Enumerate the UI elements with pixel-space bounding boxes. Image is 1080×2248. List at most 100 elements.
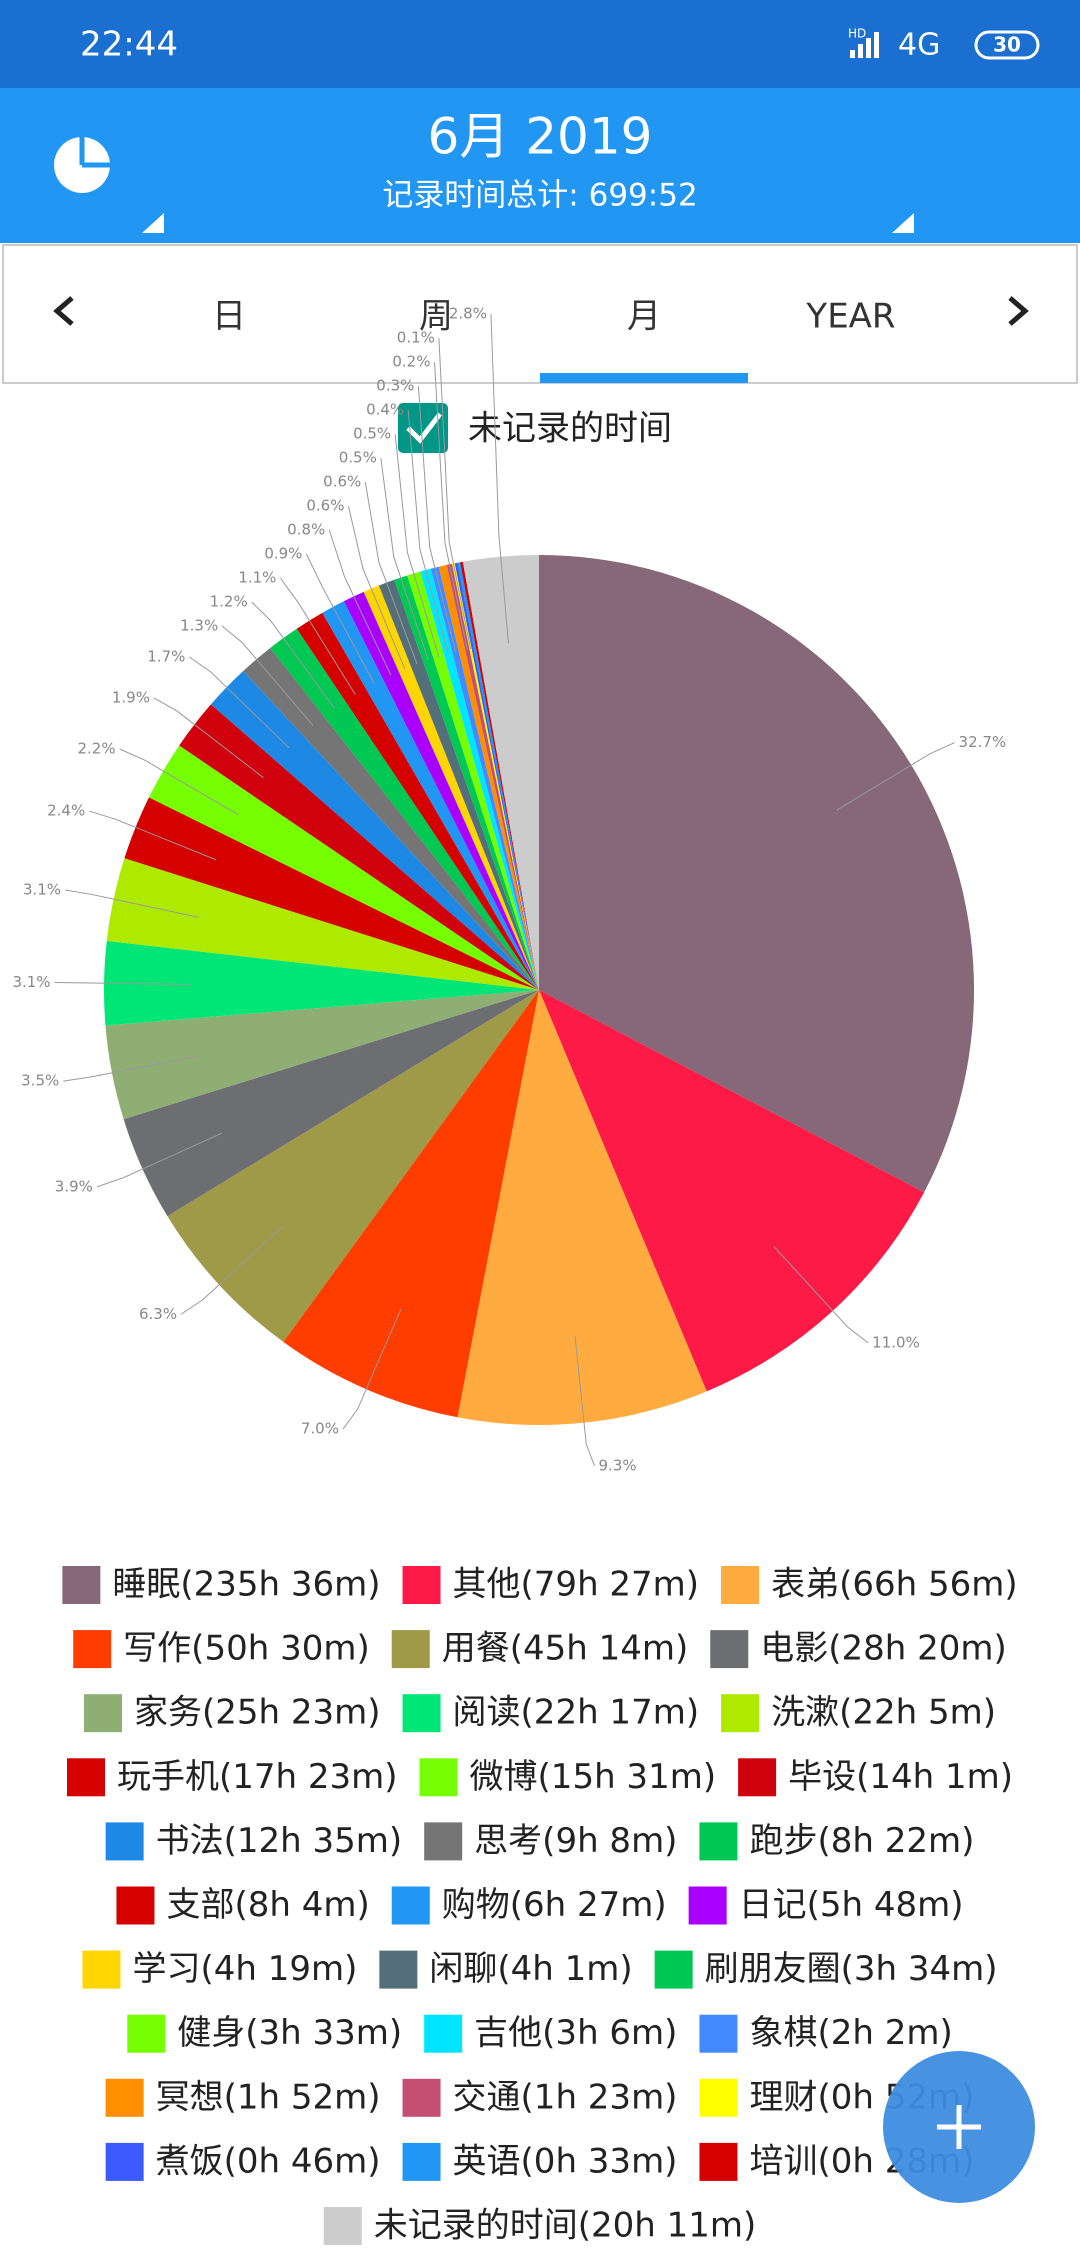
legend-row: 支部(8h 4m) 购物(6h 27m) 日记(5h 48m) bbox=[116, 1885, 964, 1925]
legend-label: 写作(50h 30m) bbox=[123, 1629, 370, 1669]
legend-row: 写作(50h 30m) 用餐(45h 14m) 电影(28h 20m) bbox=[73, 1629, 1007, 1669]
legend-label: 思考(9h 8m) bbox=[474, 1821, 677, 1861]
legend-label: 闲聊(4h 1m) bbox=[429, 1949, 632, 1989]
leader-line bbox=[348, 506, 406, 670]
slice-label: 0.6% bbox=[306, 497, 344, 515]
leader-line bbox=[417, 386, 457, 653]
leader-line bbox=[342, 1309, 402, 1430]
slice-label: 1.7% bbox=[147, 648, 185, 666]
pie-slice bbox=[210, 671, 540, 990]
pie-slice bbox=[394, 575, 539, 990]
slice-label: 3.1% bbox=[23, 881, 61, 899]
legend-label: 学习(4h 19m) bbox=[132, 1949, 357, 1989]
legend-row: 未记录的时间(20h 11m) bbox=[323, 2206, 756, 2246]
slice-label: 7.0% bbox=[301, 1420, 339, 1438]
pie-slice bbox=[457, 562, 539, 990]
leader-line bbox=[96, 1132, 223, 1188]
tab[interactable]: 周 bbox=[419, 297, 453, 337]
legend-label: 跑步(8h 22m) bbox=[749, 1821, 974, 1861]
legend-label: 阅读(22h 17m) bbox=[453, 1693, 700, 1733]
pie-slice bbox=[296, 612, 539, 990]
legend-swatch bbox=[391, 1886, 430, 1925]
prev-arrow[interactable] bbox=[53, 296, 74, 326]
checkmark bbox=[406, 412, 442, 444]
slice-label: 0.4% bbox=[366, 401, 404, 419]
status-network: 4G bbox=[898, 28, 940, 63]
legend-swatch bbox=[127, 2014, 166, 2053]
app-icon[interactable] bbox=[54, 137, 110, 193]
legend-swatch bbox=[105, 1822, 144, 1861]
tab[interactable]: YEAR bbox=[805, 297, 895, 337]
legend-label: 支部(8h 4m) bbox=[166, 1885, 369, 1925]
legend-swatch bbox=[67, 1758, 105, 1797]
legend-swatch bbox=[82, 1950, 121, 1989]
pie-slice bbox=[378, 579, 539, 990]
legend-label: 表弟(66h 56m) bbox=[771, 1565, 1018, 1605]
legend-row: 家务(25h 23m) 阅读(22h 17m) 洗漱(22h 5m) bbox=[84, 1693, 996, 1733]
pie-slice bbox=[460, 561, 539, 990]
tab[interactable]: 日 bbox=[212, 297, 246, 337]
header-title: 6月 2019 bbox=[428, 108, 653, 166]
legend-label: 吉他(3h 6m) bbox=[474, 2013, 677, 2053]
legend-row: 书法(12h 35m) 思考(9h 8m) 跑步(8h 22m) bbox=[105, 1821, 974, 1861]
pie-slice bbox=[179, 704, 539, 990]
legend-swatch bbox=[116, 1886, 155, 1925]
corner-triangle[interactable] bbox=[142, 213, 164, 233]
fab[interactable] bbox=[883, 2051, 1035, 2203]
legend-row: 学习(4h 19m) 闲聊(4h 1m) 刷朋友圈(3h 34m) bbox=[82, 1949, 998, 1989]
tab-indicator bbox=[540, 373, 748, 383]
slice-label: 0.1% bbox=[397, 329, 435, 347]
legend-row: 健身(3h 33m) 吉他(3h 6m) 象棋(2h 2m) bbox=[127, 2013, 953, 2053]
tab[interactable]: 月 bbox=[627, 297, 661, 337]
legend-swatch bbox=[710, 1630, 749, 1669]
leader-line bbox=[574, 1336, 595, 1467]
legend-swatch bbox=[105, 2142, 144, 2181]
legend-swatch bbox=[721, 1694, 760, 1733]
slice-label: 0.3% bbox=[376, 377, 414, 395]
status-hd: HD bbox=[848, 27, 866, 41]
legend-swatch bbox=[699, 2078, 738, 2117]
pie-slice bbox=[462, 555, 539, 990]
pie-slice bbox=[270, 628, 539, 990]
legend-swatch bbox=[73, 1630, 112, 1669]
legend-row: 睡眠(235h 36m) 其他(79h 27m) 表弟(66h 56m) bbox=[62, 1565, 1018, 1605]
leader-line bbox=[433, 362, 468, 650]
leader-line bbox=[438, 338, 472, 649]
slice-label: 1.3% bbox=[180, 617, 218, 635]
legend-row: 玩手机(17h 23m) 微博(15h 31m) 毕设(14h 1m) bbox=[67, 1757, 1013, 1797]
legend-label: 毕设(14h 1m) bbox=[788, 1757, 1013, 1797]
slice-label: 11.0% bbox=[872, 1333, 920, 1351]
leader-line bbox=[836, 742, 955, 811]
leader-line bbox=[221, 625, 314, 726]
legend-swatch bbox=[424, 2014, 463, 2053]
legend-label: 交通(1h 23m) bbox=[453, 2077, 678, 2117]
pie-slice bbox=[148, 745, 539, 990]
legend-swatch bbox=[402, 1694, 441, 1733]
slice-label: 32.7% bbox=[959, 733, 1007, 751]
legend-swatch bbox=[721, 1566, 760, 1604]
header-subtitle: 记录时间总计: 699:52 bbox=[382, 178, 697, 214]
legend-swatch bbox=[402, 2142, 441, 2181]
pie-slice bbox=[103, 940, 539, 1026]
legend-label: 家务(25h 23m) bbox=[134, 1693, 381, 1733]
legend-label: 购物(6h 27m) bbox=[442, 1885, 667, 1925]
corner-triangle[interactable] bbox=[892, 213, 914, 233]
checkbox-label[interactable]: 未记录的时间 bbox=[468, 409, 672, 449]
pie-slice bbox=[438, 564, 539, 990]
pie-slice bbox=[322, 601, 539, 990]
next-arrow[interactable] bbox=[1008, 296, 1029, 326]
battery-icon bbox=[974, 30, 1040, 60]
legend-label: 其他(79h 27m) bbox=[453, 1565, 700, 1605]
pie-slice bbox=[457, 990, 707, 1425]
leader-line bbox=[407, 410, 449, 655]
pie-slice bbox=[283, 990, 539, 1418]
legend-row: 煮饭(0h 46m) 英语(0h 33m) 培训(0h 28m) bbox=[105, 2141, 974, 2181]
slice-label: 3.9% bbox=[55, 1177, 93, 1195]
legend: 睡眠(235h 36m) 其他(79h 27m) 表弟(66h 56m) 写作(50h… bbox=[62, 1565, 1018, 2246]
pie-slice bbox=[420, 568, 539, 990]
legend-label: 日记(5h 48m) bbox=[739, 1885, 964, 1925]
pie-slice bbox=[124, 797, 540, 990]
legend-label: 书法(12h 35m) bbox=[156, 1821, 403, 1861]
pie-slice bbox=[343, 591, 539, 990]
